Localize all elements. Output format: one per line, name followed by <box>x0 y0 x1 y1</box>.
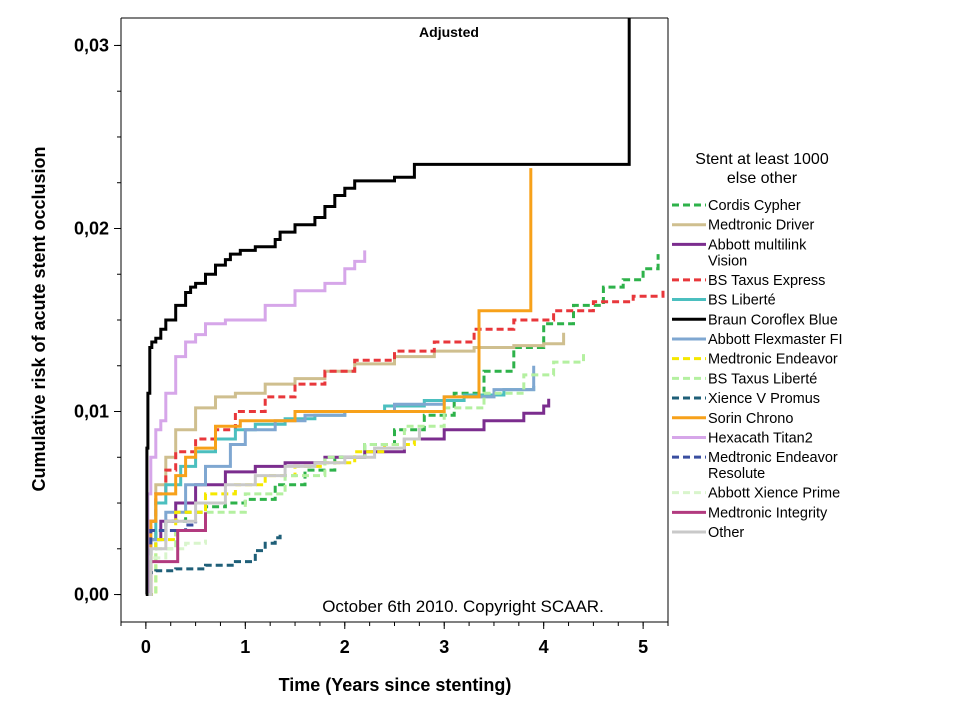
legend-label-abbott-multilink-vision: Vision <box>708 253 747 269</box>
series-line-cordis-cypher <box>145 254 660 596</box>
series-line-bs-taxus-express <box>145 290 665 596</box>
legend-label-medtronic-driver: Medtronic Driver <box>708 218 815 234</box>
y-axis-label: Cumulative risk of acute stent occlusion <box>29 146 49 491</box>
x-tick-label: 1 <box>240 637 250 657</box>
series-line-braun-coroflex-blue <box>145 18 631 596</box>
legend-label-abbott-xience-prime: Abbott Xience Prime <box>708 486 840 502</box>
legend-label-sorin-chrono: Sorin Chrono <box>708 411 793 427</box>
series-line-other <box>145 428 421 596</box>
axes <box>120 17 669 623</box>
x-tick-label: 2 <box>340 637 350 657</box>
ticks: 0 1 2 3 4 5 0,00 0,01 0,02 0,03 <box>74 35 669 657</box>
y-tick-label: 0,03 <box>74 35 109 55</box>
legend-label-xience-v-promus: Xience V Promus <box>708 391 820 407</box>
legend-title: Stent at least 1000 <box>695 151 829 168</box>
series-line-hexacath-titan2 <box>145 250 367 596</box>
y-tick-label: 0,01 <box>74 402 109 422</box>
x-tick-label: 3 <box>439 637 449 657</box>
series-line-abbott-flexmaster-fi <box>145 365 536 596</box>
legend-label-medtronic-integrity: Medtronic Integrity <box>708 505 828 521</box>
legend-label-medtronic-endeavor-resolute: Medtronic Endeavor <box>708 450 838 466</box>
plot-lines <box>145 18 665 596</box>
x-tick-label: 4 <box>539 637 549 657</box>
y-tick-label: 0,02 <box>74 218 109 238</box>
legend-subtitle: else other <box>727 170 798 187</box>
legend-label-cordis-cypher: Cordis Cypher <box>708 198 801 214</box>
legend-label-bs-taxus-libert: BS Taxus Liberté <box>708 371 817 387</box>
series-line-bs-taxus-libert <box>145 351 585 596</box>
chart-title: Adjusted <box>419 24 479 40</box>
legend-label-bs-libert: BS Liberté <box>708 293 776 309</box>
y-tick-label: 0,00 <box>74 585 109 605</box>
legend-label-other: Other <box>708 525 744 541</box>
series-line-medtronic-driver <box>145 332 566 596</box>
legend-items: Cordis Cypher Medtronic Driver Abbott mult… <box>672 198 843 541</box>
legend-label-bs-taxus-express: BS Taxus Express <box>708 273 825 289</box>
legend: Stent at least 1000 else other Cordis Cy… <box>672 151 843 541</box>
legend-label-medtronic-endeavor-resolute: Resolute <box>708 466 765 482</box>
legend-label-braun-coroflex-blue: Braun Coroflex Blue <box>708 312 838 328</box>
x-tick-label: 5 <box>638 637 648 657</box>
x-axis-label: Time (Years since stenting) <box>279 675 512 695</box>
series-line-sorin-chrono <box>145 168 533 596</box>
legend-label-hexacath-titan2: Hexacath Titan2 <box>708 430 813 446</box>
series-line-bs-libert <box>145 385 536 596</box>
legend-label-medtronic-endeavor: Medtronic Endeavor <box>708 352 838 368</box>
x-tick-label: 0 <box>141 637 151 657</box>
copyright-annotation: October 6th 2010. Copyright SCAAR. <box>322 597 604 616</box>
legend-label-abbott-multilink-vision: Abbott multilink <box>708 237 807 253</box>
series-line-xience-v-promus <box>145 532 282 596</box>
legend-label-abbott-flexmaster-fi: Abbott Flexmaster FI <box>708 332 843 348</box>
